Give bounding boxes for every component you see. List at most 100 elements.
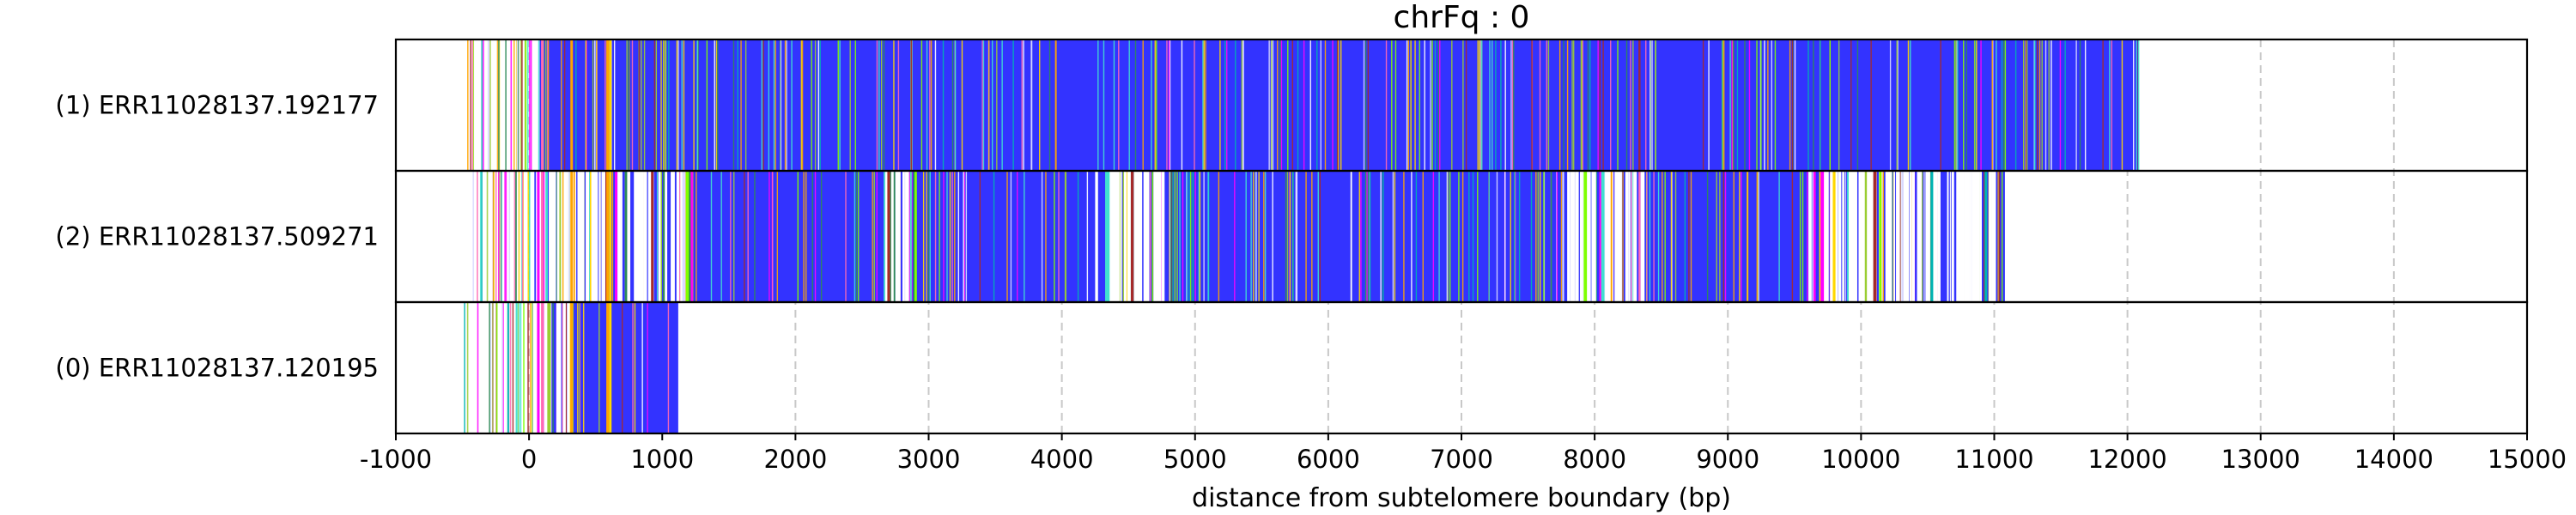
read-mark	[1468, 171, 1470, 302]
read-mark	[1513, 171, 1516, 302]
read-mark	[1719, 171, 1721, 302]
read-mark	[1873, 171, 1877, 302]
read-mark	[1295, 171, 1297, 302]
read-mark	[1279, 39, 1281, 171]
read-mark	[505, 39, 507, 171]
read-mark	[1599, 171, 1601, 302]
read-mark	[2004, 39, 2007, 171]
read-mark	[626, 39, 628, 171]
read-mark	[1618, 171, 1622, 302]
read-mark	[946, 171, 948, 302]
read-mark	[1414, 39, 1416, 171]
read-mark	[1778, 171, 1780, 302]
read-mark	[690, 171, 693, 302]
read-mark	[1597, 39, 1599, 171]
read-mark	[529, 39, 531, 171]
read-mark	[619, 171, 622, 302]
read-mark	[1055, 39, 1057, 171]
read-mark	[1489, 39, 1491, 171]
read-mark	[1324, 39, 1327, 171]
read-mark	[1867, 171, 1869, 302]
read-mark	[814, 171, 817, 302]
read-mark	[2026, 39, 2028, 171]
read-mark	[549, 171, 553, 302]
read-mark	[2050, 39, 2052, 171]
read-mark	[1602, 39, 1604, 171]
read-mark	[817, 39, 820, 171]
read-mark	[609, 302, 612, 433]
read-mark	[880, 39, 883, 171]
read-mark	[1583, 171, 1588, 302]
read-mark	[1153, 171, 1157, 302]
read-mark	[1622, 171, 1624, 302]
read-mark	[1458, 171, 1460, 302]
read-mark	[489, 302, 492, 433]
read-mark	[470, 39, 472, 171]
read-mark	[1579, 171, 1583, 302]
x-tick-label: 12000	[2087, 445, 2166, 474]
read-mark	[1365, 171, 1367, 302]
read-mark	[1103, 39, 1105, 171]
read-mark	[615, 171, 617, 302]
read-track-2	[464, 302, 678, 433]
read-mark	[1601, 171, 1605, 302]
read-mark	[1955, 39, 1957, 171]
read-mark	[886, 171, 890, 302]
read-mark	[1235, 39, 1236, 171]
read-mark	[1706, 171, 1709, 302]
read-mark	[1991, 39, 1993, 171]
read-mark	[1842, 171, 1844, 302]
read-mark	[1724, 171, 1727, 302]
read-mark	[876, 39, 878, 171]
read-mark	[2044, 39, 2047, 171]
x-axis-ticks: -1000 0 1000 2000 3000 4000 5000 6000 7000 8000 90…	[360, 433, 2567, 474]
read-mark	[486, 171, 489, 302]
read-mark	[1145, 171, 1149, 302]
read-mark	[1589, 39, 1591, 171]
read-mark	[1897, 171, 1900, 302]
read-mark	[495, 302, 498, 433]
read-mark	[1956, 171, 1959, 302]
x-tick-label: 3000	[897, 445, 961, 474]
read-mark	[1514, 171, 1516, 302]
read-mark	[1392, 171, 1394, 302]
read-mark	[1510, 39, 1512, 171]
read-mark	[1973, 39, 1976, 171]
read-mark	[2133, 39, 2135, 171]
read-mark	[884, 171, 888, 302]
read-mark	[878, 39, 880, 171]
read-mark	[577, 302, 579, 433]
read-mark	[517, 39, 519, 171]
read-mark	[651, 171, 654, 302]
read-mark	[1702, 39, 1704, 171]
read-mark	[2064, 39, 2066, 171]
read-mark	[942, 39, 945, 171]
read-mark	[530, 39, 532, 171]
read-mark	[525, 39, 527, 171]
read-mark	[1975, 171, 1978, 302]
read-mark	[1340, 39, 1342, 171]
read-mark	[663, 39, 665, 171]
read-mark	[1311, 171, 1313, 302]
read-mark	[1809, 171, 1812, 302]
read-track-0	[467, 39, 2140, 171]
read-mark	[1997, 171, 1999, 302]
read-mark	[1823, 171, 1826, 302]
read-mark	[1139, 171, 1143, 302]
read-mark	[1971, 171, 1975, 302]
read-mark	[1674, 171, 1677, 302]
read-mark	[1764, 39, 1765, 171]
read-mark	[663, 171, 665, 302]
read-mark	[1245, 171, 1247, 302]
read-mark	[2138, 39, 2140, 171]
read-mark	[598, 302, 600, 433]
read-mark	[1690, 171, 1692, 302]
read-mark	[1447, 171, 1449, 302]
read-mark	[1045, 171, 1047, 302]
read-mark	[1030, 39, 1033, 171]
read-mark	[762, 39, 764, 171]
read-mark	[1504, 39, 1506, 171]
read-mark	[466, 302, 469, 433]
read-mark	[1756, 171, 1759, 302]
